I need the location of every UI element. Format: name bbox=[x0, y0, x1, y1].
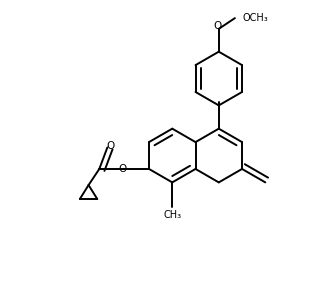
Text: O: O bbox=[213, 22, 221, 31]
Text: OCH₃: OCH₃ bbox=[243, 13, 268, 23]
Text: O: O bbox=[118, 164, 126, 174]
Text: CH₃: CH₃ bbox=[163, 210, 181, 220]
Text: O: O bbox=[106, 141, 115, 151]
